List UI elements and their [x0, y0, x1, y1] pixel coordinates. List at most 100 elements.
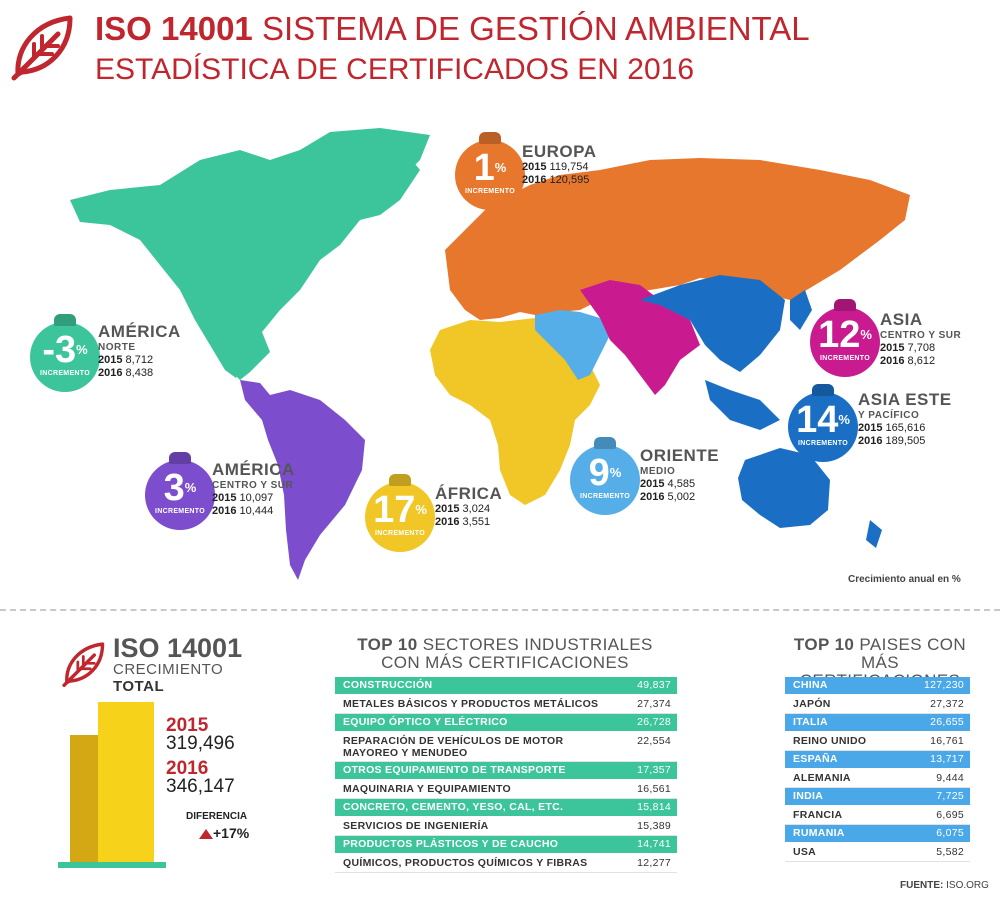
sector-label: QUÍMICOS, PRODUCTOS QUÍMICOS Y FIBRAS: [343, 856, 588, 869]
sector-label: MAQUINARIA Y EQUIPAMIENTO: [343, 782, 511, 795]
badge-percent: 1%: [473, 147, 507, 189]
region-info-asia_sur: ASIA CENTRO Y SUR 2015 7,708 2016 8,612: [880, 311, 961, 368]
total-2015-label: 2015: [166, 715, 209, 736]
badge-africa: 17% INCREMENTO: [365, 474, 435, 552]
leaf-icon: [62, 642, 105, 687]
country-value: 27,372: [930, 697, 964, 710]
sector-value: 14,741: [637, 838, 671, 850]
region-name: ORIENTE: [640, 446, 720, 465]
country-label: ITALIA: [793, 716, 828, 728]
total-bar-2016: [98, 702, 154, 862]
country-label: FRANCIA: [793, 808, 843, 821]
country-row: REINO UNIDO 16,761: [785, 733, 970, 751]
region-info-america_sur: AMÉRICA CENTRO Y SUR 2015 10,097 2016 10,44…: [212, 461, 295, 518]
sector-row: SERVICIOS DE INGENIERÍA 15,389: [335, 818, 677, 836]
sector-row: MAQUINARIA Y EQUIPAMIENTO 16,561: [335, 781, 677, 799]
badge-percent: -3%: [42, 329, 88, 371]
badge-percent: 12%: [818, 314, 872, 356]
total-bar-base: [58, 862, 166, 868]
sector-value: 22,554: [637, 734, 671, 747]
sector-label: OTROS EQUIPAMIENTO DE TRANSPORTE: [343, 764, 566, 776]
total-title: ISO 14001: [113, 633, 243, 663]
badge-percent: 9%: [588, 452, 622, 494]
region-name: ÁFRICA: [435, 484, 503, 503]
sector-value: 15,814: [637, 801, 671, 813]
sector-row: PRODUCTOS PLÁSTICOS Y DE CAUCHO 14,741: [335, 836, 677, 853]
country-row: FRANCIA 6,695: [785, 807, 970, 825]
sector-row: REPARACIÓN DE VEHÍCULOS DE MOTOR MAYOREO …: [335, 733, 677, 762]
region-2016: 2016 8,438: [98, 367, 154, 379]
badge-knob: [389, 474, 411, 486]
difference-label: DIFERENCIA: [186, 811, 248, 822]
badge-percent: 17%: [373, 489, 427, 531]
country-label: CHINA: [793, 679, 828, 691]
badge-label: INCREMENTO: [40, 370, 90, 377]
badge-knob: [812, 384, 834, 396]
region-name: AMÉRICA: [98, 322, 181, 341]
world-map: [70, 128, 910, 580]
sector-value: 27,374: [637, 697, 671, 710]
region-2016: 2016 120,595: [522, 174, 590, 186]
country-value: 127,230: [923, 679, 964, 691]
country-row: ALEMANIA 9,444: [785, 770, 970, 788]
country-row: ITALIA 26,655: [785, 714, 970, 731]
region-info-america_norte: AMÉRICA NORTE 2015 8,712 2016 8,438: [98, 323, 181, 380]
sector-label: PRODUCTOS PLÁSTICOS Y DE CAUCHO: [343, 838, 559, 850]
region-south-america: [240, 380, 365, 580]
country-label: ESPAÑA: [793, 753, 838, 765]
sector-row: EQUIPO ÓPTICO Y ELÉCTRICO 26,728: [335, 714, 677, 731]
badge-oriente: 9% INCREMENTO: [570, 437, 640, 515]
sector-value: 26,728: [637, 716, 671, 728]
region-2015: 2015 4,585: [640, 478, 696, 490]
country-value: 7,725: [936, 790, 964, 802]
sector-label: METALES BÁSICOS Y PRODUCTOS METÁLICOS: [343, 697, 599, 710]
region-2016: 2016 3,551: [435, 516, 491, 528]
badge-knob: [54, 314, 76, 326]
country-value: 5,582: [936, 845, 964, 858]
section-divider: [0, 609, 1000, 611]
sector-value: 15,389: [637, 819, 671, 832]
sector-label: CONCRETO, CEMENTO, YESO, CAL, ETC.: [343, 801, 564, 813]
region-sub: CENTRO Y SUR: [880, 330, 962, 341]
region-info-asia_este: ASIA ESTE Y PACÍFICO 2015 165,616 2016 189,…: [858, 391, 952, 448]
country-value: 26,655: [930, 716, 964, 728]
region-greenland: [300, 128, 430, 205]
country-row: USA 5,582: [785, 844, 970, 862]
total-bar-2015: [70, 734, 100, 862]
region-middle-east: [535, 310, 610, 380]
region-north-america: [70, 138, 420, 378]
badge-label: INCREMENTO: [155, 508, 205, 515]
sector-row: CONCRETO, CEMENTO, YESO, CAL, ETC. 15,814: [335, 799, 677, 816]
total-2015-value: 319,496: [166, 733, 235, 754]
country-row: ESPAÑA 13,717: [785, 751, 970, 768]
page-subtitle: ESTADÍSTICA DE CERTIFICADOS EN 2016: [95, 53, 695, 86]
badge-label: INCREMENTO: [465, 188, 515, 195]
region-2015: 2015 8,712: [98, 354, 154, 366]
sector-row: METALES BÁSICOS Y PRODUCTOS METÁLICOS 27,…: [335, 696, 677, 714]
total-2016-value: 346,147: [166, 776, 235, 797]
leaf-logo-icon: [11, 15, 73, 81]
region-2015: 2015 165,616: [858, 422, 926, 434]
sector-row: QUÍMICOS, PRODUCTOS QUÍMICOS Y FIBRAS 12,…: [335, 855, 677, 873]
badge-knob: [594, 437, 616, 449]
badge-label: INCREMENTO: [820, 355, 870, 362]
region-info-europa: EUROPA 2015 119,754 2016 120,595: [522, 143, 596, 187]
page-title: ISO 14001 SISTEMA DE GESTIÓN AMBIENTAL: [95, 10, 810, 47]
region-sub: NORTE: [98, 342, 136, 353]
country-row: JAPÓN 27,372: [785, 696, 970, 714]
badge-knob: [479, 132, 501, 144]
sector-value: 12,277: [637, 856, 671, 869]
total-subtitle-bold: TOTAL: [113, 678, 165, 695]
region-2015: 2015 3,024: [435, 503, 491, 515]
badge-asia_este: 14% INCREMENTO: [788, 384, 858, 462]
badge-label: INCREMENTO: [375, 530, 425, 537]
total-2016-label: 2016: [166, 758, 209, 779]
region-australia: [738, 448, 830, 528]
country-value: 13,717: [930, 753, 964, 765]
country-row: CHINA 127,230: [785, 677, 970, 694]
country-value: 6,075: [936, 827, 964, 839]
region-2016: 2016 10,444: [212, 505, 274, 517]
region-sub: Y PACÍFICO: [858, 410, 920, 421]
region-name: ASIA ESTE: [858, 390, 952, 409]
badge-percent: 3%: [163, 467, 197, 509]
